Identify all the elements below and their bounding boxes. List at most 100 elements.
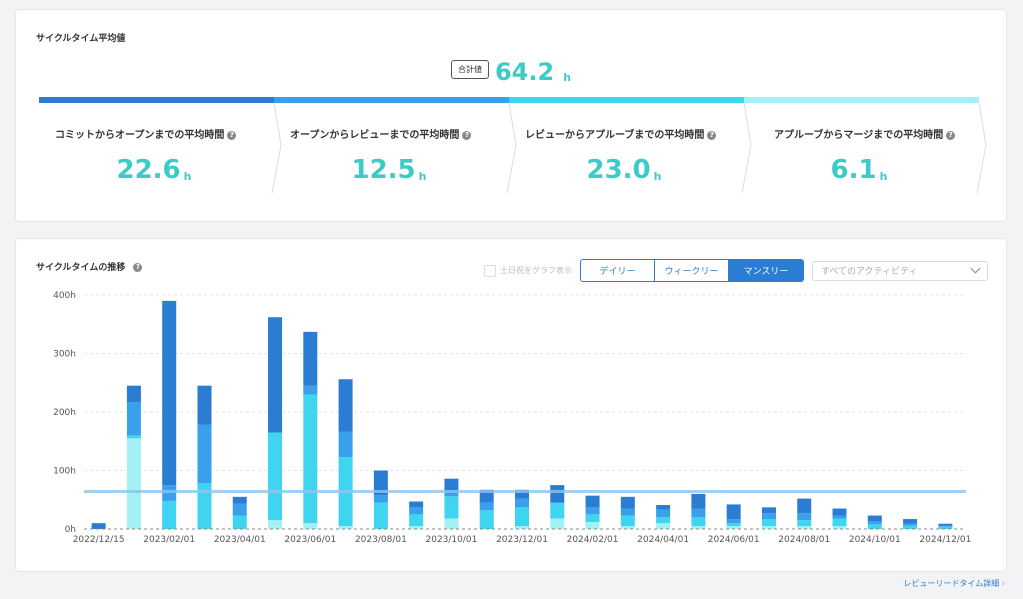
bar-segment <box>197 385 212 425</box>
bar-segment <box>409 501 424 508</box>
y-tick-label: 400h <box>53 291 76 301</box>
weekend-checkbox[interactable] <box>484 264 496 277</box>
y-tick-label: 300h <box>53 350 76 360</box>
stage-value-1: 22.6 h <box>39 157 269 183</box>
bar-segment <box>938 523 953 526</box>
bar-segment <box>620 508 635 516</box>
x-tick-label: 2024/08/01 <box>778 535 830 545</box>
bar-segment <box>444 496 459 519</box>
stage-value-number-3: 23.0 <box>586 155 651 185</box>
bar-segment <box>867 521 882 525</box>
bar-segment <box>162 300 177 486</box>
help-icon[interactable]: ? <box>133 263 143 272</box>
stage-bar-3 <box>509 97 744 103</box>
total-unit: h <box>563 71 572 84</box>
bar-segment <box>444 490 459 497</box>
tab-monthly[interactable]: マンスリー <box>729 260 803 281</box>
bar-segment <box>903 519 918 524</box>
weekend-toggle[interactable]: 土日祝をグラフ表示 <box>484 264 572 277</box>
bar-segment <box>691 517 706 527</box>
stage-value-2: 12.5 h <box>274 157 504 183</box>
chevron-right-icon: › <box>1001 579 1005 588</box>
bar-segment <box>832 515 847 519</box>
bar-segment <box>797 520 812 527</box>
bar-segment <box>620 496 635 509</box>
trend-title-text: サイクルタイムの推移 <box>36 263 126 273</box>
bar-segment <box>126 438 141 529</box>
bar-segment <box>303 385 318 395</box>
x-tick-label: 2024/02/01 <box>567 535 619 545</box>
stage-bar-2 <box>274 97 509 103</box>
bar-segment <box>197 483 212 529</box>
help-icon[interactable]: ? <box>462 130 472 140</box>
bar-segment <box>303 523 318 529</box>
bar-segment <box>726 519 741 524</box>
x-tick-label: 2023/12/01 <box>496 535 548 545</box>
bar-segment <box>550 485 565 503</box>
y-tick-label: 200h <box>53 408 76 418</box>
stage-value-number-2: 12.5 <box>351 155 416 185</box>
bar-segment <box>797 498 812 514</box>
help-icon[interactable]: ? <box>227 130 237 140</box>
stage-bar-4 <box>744 97 979 103</box>
bar-segment <box>867 524 882 529</box>
cycle-time-trend-card: サイクルタイムの推移? 土日祝をグラフ表示 デイリー ウィークリー マンスリー … <box>15 238 1007 572</box>
bar-segment <box>373 502 388 529</box>
bar-segment <box>409 507 424 515</box>
bar-segment <box>656 517 671 524</box>
help-icon[interactable]: ? <box>707 130 717 140</box>
bar-segment <box>444 478 459 491</box>
bar-segment <box>691 526 706 529</box>
bar-segment <box>338 379 353 432</box>
activity-select[interactable]: すべてのアクティビティ <box>812 260 988 281</box>
bar-segment <box>585 507 600 515</box>
bar-segment <box>903 523 918 526</box>
x-tick-label: 2023/04/01 <box>214 535 266 545</box>
bar-segment <box>515 507 529 527</box>
bar-segment <box>550 518 565 529</box>
stage-pipeline: コミットからオープンまでの平均時間? 22.6 h オープンからレビューまでの平均… <box>39 97 989 197</box>
bar-segment <box>268 520 283 529</box>
stage-value-number-4: 6.1 <box>830 155 877 185</box>
bar-segment <box>938 525 953 527</box>
bar-segment <box>832 526 847 529</box>
bar-segment <box>656 505 671 510</box>
bar-segment <box>338 526 353 529</box>
review-lead-time-detail-link[interactable]: レビューリードタイム詳細 › <box>903 578 1005 589</box>
stage-value-number-1: 22.6 <box>116 155 181 185</box>
stage-label-text-1: コミットからオープンまでの平均時間 <box>55 130 225 141</box>
tab-daily[interactable]: デイリー <box>581 260 655 281</box>
bar-segment <box>232 503 247 516</box>
total-row: 合計値 64.2 h <box>16 60 1006 84</box>
x-tick-label: 2022/12/15 <box>73 535 125 545</box>
footer-link-text: レビューリードタイム詳細 <box>903 579 1000 588</box>
x-tick-label: 2024/12/01 <box>919 535 971 545</box>
bar-segment <box>373 470 388 496</box>
tab-weekly[interactable]: ウィークリー <box>655 260 729 281</box>
bar-segment <box>656 523 671 529</box>
stage-divider-1 <box>271 102 282 194</box>
x-tick-label: 2023/02/01 <box>143 535 195 545</box>
bar-segment <box>303 394 318 524</box>
stage-unit-2: h <box>418 170 427 183</box>
bar-segment <box>903 525 918 529</box>
y-tick-label: 0h <box>65 525 76 535</box>
bar-segment <box>726 504 741 520</box>
bar-segment <box>91 523 106 529</box>
bar-segment <box>761 507 776 514</box>
bar-segment <box>797 526 812 529</box>
bar-segment <box>797 513 812 521</box>
bar-segment <box>550 502 565 519</box>
stage-label-3: レビューからアプルーブまでの平均時間? <box>525 129 730 143</box>
x-tick-label: 2024/10/01 <box>849 535 901 545</box>
bar-segment <box>479 489 494 503</box>
trend-title: サイクルタイムの推移? <box>36 260 143 273</box>
bar-segment <box>832 518 847 527</box>
help-icon[interactable]: ? <box>946 130 956 140</box>
bar-segment <box>197 424 212 484</box>
stage-unit-3: h <box>653 170 662 183</box>
bar-segment <box>585 521 600 529</box>
total-value: 64.2 <box>494 58 555 86</box>
stage-divider-3 <box>741 102 752 194</box>
bar-segment <box>585 514 600 522</box>
